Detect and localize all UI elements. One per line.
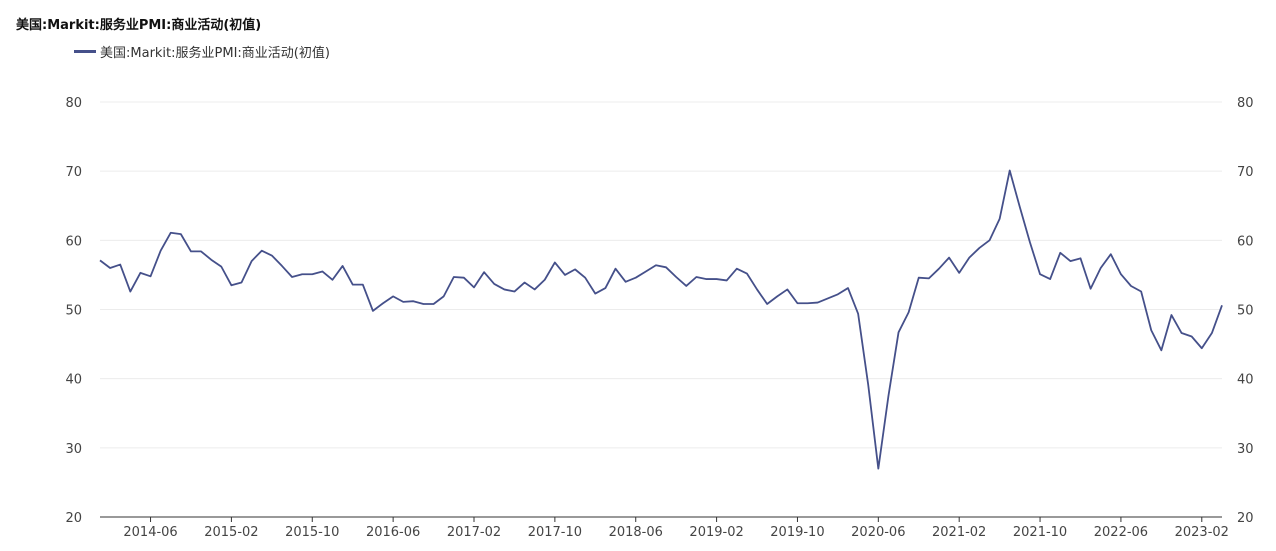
x-tick-label: 2020-06 (851, 525, 905, 540)
y-tick-label-left: 20 (65, 511, 82, 526)
x-tick-label: 2023-02 (1175, 525, 1229, 540)
x-tick-label: 2021-02 (932, 525, 986, 540)
x-tick-label: 2017-02 (447, 525, 501, 540)
x-tick-label: 2022-06 (1094, 525, 1148, 540)
series-layer (99, 169, 1223, 470)
x-tick-label: 2021-10 (1013, 525, 1067, 540)
series-line (99, 169, 1223, 470)
x-tick-label: 2019-10 (770, 525, 824, 540)
y-tick-label-left: 30 (65, 442, 82, 457)
y-tick-label-right: 30 (1237, 442, 1254, 457)
x-tick-label: 2015-02 (204, 525, 258, 540)
y-tick-label-left: 80 (65, 96, 82, 111)
y-tick-label-left: 70 (65, 165, 82, 180)
y-tick-label-right: 70 (1237, 165, 1254, 180)
gridlines (100, 101, 1222, 449)
legend: 美国:Markit:服务业PMI:商业活动(初值) (74, 42, 330, 61)
x-tick-label: 2017-10 (528, 525, 582, 540)
y-tick-label-left: 40 (65, 373, 82, 388)
x-tick-label: 2015-10 (285, 525, 339, 540)
y-axis-left: 20 30 40 50 60 70 80 (65, 96, 82, 526)
y-tick-label-right: 80 (1237, 96, 1254, 111)
y-tick-label-left: 60 (65, 234, 82, 249)
x-tick-label: 2019-02 (689, 525, 743, 540)
y-tick-label-right: 60 (1237, 234, 1254, 249)
legend-swatch (74, 50, 96, 53)
x-tick-label: 2016-06 (366, 525, 420, 540)
y-axis-right: 20 30 40 50 60 70 80 (1237, 96, 1254, 526)
y-tick-label-right: 40 (1237, 373, 1254, 388)
x-axis: 2014-06 2015-02 2015-10 2016-06 2017-02 2017-… (100, 516, 1229, 540)
chart-title: 美国:Markit:服务业PMI:商业活动(初值) (16, 18, 262, 33)
legend-label: 美国:Markit:服务业PMI:商业活动(初值) (100, 46, 330, 61)
y-tick-label-right: 20 (1237, 511, 1254, 526)
x-tick-label: 2018-06 (609, 525, 663, 540)
x-tick-label: 2014-06 (123, 525, 177, 540)
y-tick-label-left: 50 (65, 304, 82, 319)
y-tick-label-right: 50 (1237, 304, 1254, 319)
